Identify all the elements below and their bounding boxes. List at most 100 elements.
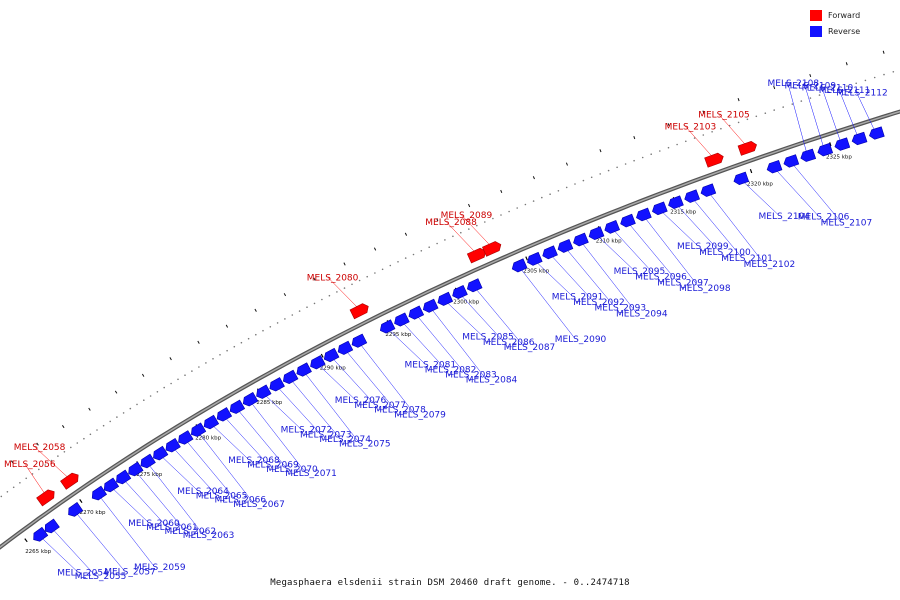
track-dot: [574, 183, 576, 185]
gene-mels_2062[interactable]: [128, 461, 144, 477]
gene-mels_2111[interactable]: [851, 131, 868, 146]
gene-mels_2074[interactable]: [282, 369, 299, 385]
label-leader: [855, 91, 877, 134]
gene-mels_2085[interactable]: [437, 291, 454, 306]
track-dot: [827, 91, 830, 93]
gene-label: MELS_2064: [177, 487, 229, 497]
label-leader: [642, 215, 700, 288]
gene-mels_2069[interactable]: [216, 407, 233, 422]
gene-mels_2084[interactable]: [422, 298, 439, 313]
gene-label: MELS_2108: [768, 79, 820, 89]
gene-mels_2055[interactable]: [44, 518, 60, 534]
gene-mels_2089[interactable]: [482, 241, 502, 257]
gene-mels_2088[interactable]: [466, 247, 487, 264]
track-dot: [837, 88, 839, 90]
gene-mels_2101[interactable]: [684, 189, 700, 203]
track-tick: [404, 232, 408, 236]
gene-mels_2059[interactable]: [91, 485, 108, 501]
gene-mels_2094[interactable]: [573, 232, 589, 247]
track-dot: [70, 446, 72, 449]
gene-mels_2064[interactable]: [153, 445, 169, 461]
gene-mels_2058[interactable]: [60, 472, 79, 490]
gene-mels_2100[interactable]: [668, 195, 684, 210]
track-dot: [484, 221, 486, 223]
gene-label: MELS_2077: [354, 401, 406, 411]
label-leader: [400, 320, 445, 369]
gene-mels_2071[interactable]: [242, 391, 259, 407]
track-dot: [19, 482, 21, 484]
gene-mels_2060[interactable]: [103, 477, 120, 493]
gene-mels_2070[interactable]: [229, 399, 246, 414]
gene-label: MELS_2058: [14, 443, 66, 453]
reverse-swatch: [810, 26, 822, 37]
gene-mels_2057[interactable]: [68, 501, 84, 517]
track-dot: [351, 283, 353, 286]
gene-label: MELS_2078: [374, 406, 426, 416]
gene-mels_2108[interactable]: [800, 148, 817, 162]
track-dot: [321, 298, 323, 301]
track-dot: [226, 349, 228, 352]
gene-mels_2105[interactable]: [737, 140, 757, 156]
gene-mels_2102[interactable]: [700, 183, 717, 197]
track-dot: [420, 250, 423, 252]
gene-label: MELS_2087: [504, 343, 556, 353]
gene-mels_2066[interactable]: [178, 430, 194, 445]
track-dot: [508, 210, 510, 213]
track-tick: [141, 373, 145, 377]
gene-mels_2061[interactable]: [116, 469, 132, 485]
gene-label: MELS_2111: [819, 86, 871, 96]
gene-mels_2075[interactable]: [296, 362, 312, 377]
gene-mels_2098[interactable]: [636, 207, 652, 222]
gene-label: MELS_2076: [335, 396, 387, 406]
scale-tick-label: 2300 kbp: [453, 300, 479, 306]
gene-mels_2077[interactable]: [323, 347, 340, 363]
gene-mels_2065[interactable]: [165, 437, 181, 453]
gene-mels_2106[interactable]: [766, 160, 783, 174]
gene-mels_2103[interactable]: [704, 152, 724, 168]
track-dot: [0, 495, 3, 498]
gene-mels_2095[interactable]: [588, 226, 605, 241]
label-leader: [122, 477, 167, 527]
gene-mels_2099[interactable]: [652, 201, 668, 216]
gene-mels_2112[interactable]: [869, 126, 885, 140]
track-dot: [428, 246, 431, 248]
gene-mels_2096[interactable]: [604, 220, 620, 234]
gene-label: MELS_2060: [128, 519, 180, 529]
gene-mels_2073[interactable]: [269, 377, 285, 392]
gene-mels_2067[interactable]: [190, 422, 207, 437]
gene-mels_2092[interactable]: [542, 245, 558, 260]
gene-mels_2104[interactable]: [733, 171, 750, 186]
track-dot: [616, 166, 618, 169]
gene-mels_2068[interactable]: [203, 414, 220, 430]
gene-mels_2076[interactable]: [310, 355, 326, 370]
track-dot: [149, 395, 152, 397]
gene-mels_2097[interactable]: [620, 213, 636, 228]
gene-mels_2093[interactable]: [557, 239, 574, 253]
gene-mels_2080[interactable]: [349, 303, 369, 320]
track-dot: [184, 374, 186, 377]
gene-mels_2086[interactable]: [452, 285, 468, 300]
track-dot: [156, 391, 159, 393]
gene-mels_2063[interactable]: [140, 453, 156, 469]
gene-mels_2054[interactable]: [33, 526, 49, 542]
track-dot: [6, 491, 9, 493]
gene-mels_2090[interactable]: [511, 258, 528, 273]
label-leader: [386, 327, 425, 364]
gene-mels_2079[interactable]: [351, 333, 368, 348]
gene-mels_2083[interactable]: [408, 305, 425, 320]
track-dot: [773, 109, 775, 111]
gene-label: MELS_2092: [573, 298, 625, 308]
gene-mels_2082[interactable]: [394, 312, 410, 327]
gene-mels_2056[interactable]: [36, 489, 55, 507]
gene-mels_2087[interactable]: [466, 278, 483, 293]
scale-tick: [749, 169, 753, 174]
gene-mels_2091[interactable]: [527, 251, 543, 266]
gene-mels_2081[interactable]: [379, 319, 396, 334]
gene-mels_2072[interactable]: [256, 384, 272, 399]
gene-mels_2078[interactable]: [337, 340, 354, 355]
gene-mels_2107[interactable]: [783, 154, 800, 168]
gene-mels_2109[interactable]: [817, 142, 834, 157]
gene-label: MELS_2069: [247, 460, 299, 470]
label-leader: [533, 259, 572, 296]
gene-mels_2110[interactable]: [834, 137, 851, 151]
